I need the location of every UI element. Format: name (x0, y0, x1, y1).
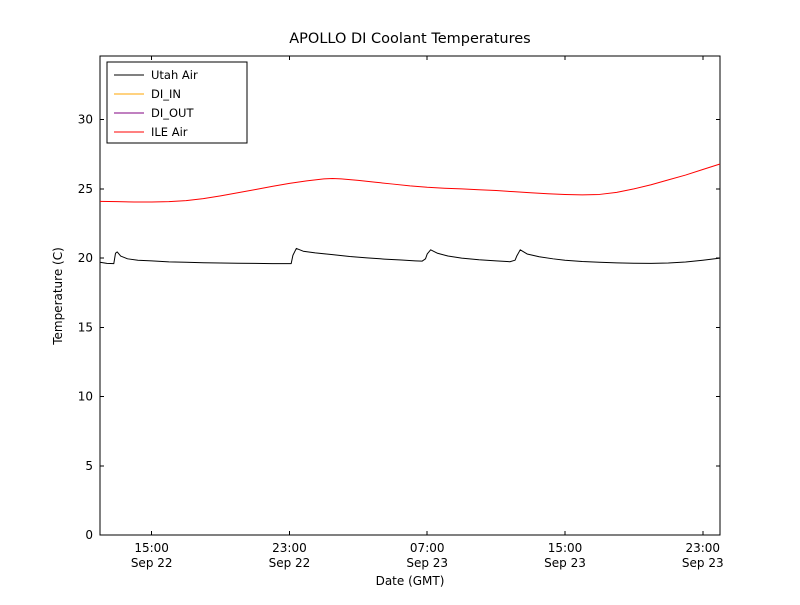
y-axis-label: Temperature (C) (51, 247, 65, 346)
chart-title: APOLLO DI Coolant Temperatures (289, 31, 530, 47)
x-tick-date-label: Sep 23 (682, 556, 724, 570)
series-line-utah-air (99, 247, 721, 265)
x-tick-date-label: Sep 23 (544, 556, 586, 570)
x-tick-time-label: 23:00 (272, 541, 307, 555)
legend-entry-ile-air: ILE Air (114, 125, 188, 139)
x-tick-time-label: 15:00 (134, 541, 169, 555)
x-axis-label: Date (GMT) (376, 574, 445, 588)
legend-label: DI_OUT (151, 106, 194, 120)
legend-label: Utah Air (151, 68, 198, 82)
y-tick-label: 5 (85, 459, 93, 473)
series-line-ile-air (99, 163, 721, 203)
legend-entry-di-in: DI_IN (114, 87, 181, 101)
y-tick-label: 20 (78, 251, 93, 265)
y-tick-label: 25 (78, 182, 93, 196)
series-layer (99, 163, 721, 265)
legend-entry-di-out: DI_OUT (114, 106, 194, 120)
legend: Utah Air DI_IN DI_OUT ILE Air (106, 61, 248, 144)
x-tick-time-label: 07:00 (410, 541, 445, 555)
x-tick-date-label: Sep 22 (131, 556, 173, 570)
y-tick-label: 15 (78, 320, 93, 334)
legend-entry-utah-air: Utah Air (114, 68, 198, 82)
x-tick-date-label: Sep 22 (269, 556, 311, 570)
x-tick-date-label: Sep 23 (406, 556, 448, 570)
legend-label: ILE Air (151, 125, 188, 139)
x-tick-time-label: 23:00 (685, 541, 720, 555)
legend-label: DI_IN (151, 87, 181, 101)
x-tick-time-label: 15:00 (548, 541, 583, 555)
y-tick-label: 30 (78, 113, 93, 127)
y-tick-label: 0 (85, 528, 93, 542)
y-tick-label: 10 (78, 390, 93, 404)
